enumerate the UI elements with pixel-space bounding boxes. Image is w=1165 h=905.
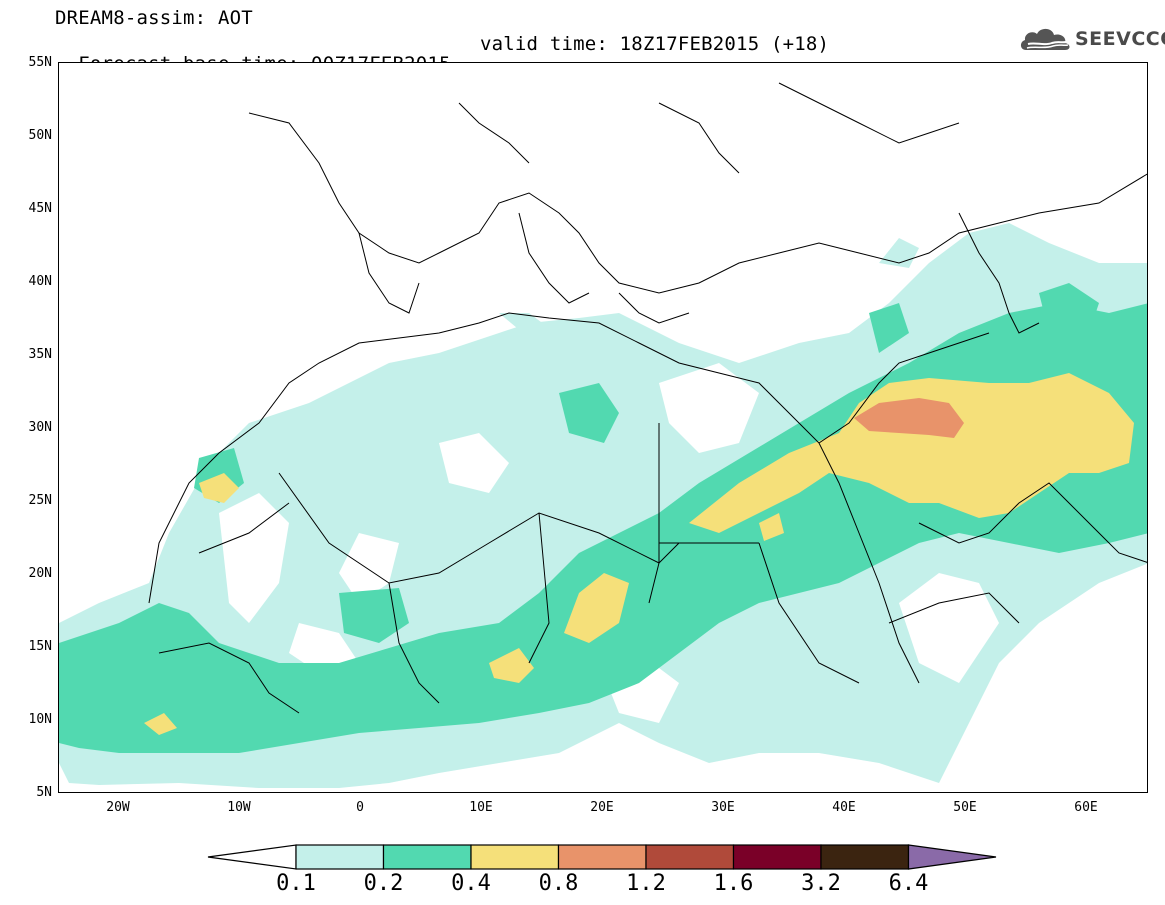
colorbar-label: 3.2 bbox=[801, 871, 841, 896]
lon-label: 40E bbox=[832, 800, 856, 815]
lat-label: 45N bbox=[28, 201, 52, 216]
aot-band-0.8 bbox=[854, 398, 964, 438]
cloud-icon bbox=[1020, 28, 1070, 50]
colorbar-label: 0.4 bbox=[451, 871, 491, 896]
colorbar-swatch bbox=[645, 844, 735, 870]
valid-time-text: valid time: 18Z17FEB2015 (+18) bbox=[480, 33, 830, 55]
lon-label: 10E bbox=[469, 800, 493, 815]
lon-label: 30E bbox=[711, 800, 735, 815]
map-title: DREAM8-assim: AOT bbox=[55, 7, 253, 29]
colorbar-swatch bbox=[470, 844, 560, 870]
colorbar-swatch bbox=[295, 844, 385, 870]
aot-field bbox=[59, 82, 1147, 788]
lon-label: 0 bbox=[356, 800, 364, 815]
colorbar-swatch bbox=[557, 844, 647, 870]
lon-label: 20E bbox=[590, 800, 614, 815]
colorbar-label: 6.4 bbox=[888, 871, 929, 896]
lon-label: 20W bbox=[106, 800, 130, 815]
lat-label: 50N bbox=[28, 128, 52, 143]
lat-label: 35N bbox=[28, 347, 52, 362]
colorbar-low-arrow bbox=[207, 844, 297, 870]
lon-label: 50E bbox=[953, 800, 977, 815]
lon-label: 10W bbox=[227, 800, 251, 815]
lat-label: 20N bbox=[28, 566, 52, 581]
colorbar-swatch bbox=[382, 844, 472, 870]
lat-label: 40N bbox=[28, 274, 52, 289]
lat-label: 10N bbox=[28, 712, 52, 727]
aot-band-0.4 bbox=[144, 373, 1134, 735]
colorbar-label: 1.6 bbox=[713, 871, 754, 896]
colorbar-label: 0.2 bbox=[363, 871, 404, 896]
colorbar-label: 0.1 bbox=[276, 871, 316, 896]
lat-label: 5N bbox=[36, 785, 52, 800]
lat-label: 15N bbox=[28, 639, 52, 654]
colorbar-label: 0.8 bbox=[538, 871, 579, 896]
colorbar-high-arrow bbox=[907, 844, 997, 870]
lat-label: 55N bbox=[28, 55, 52, 70]
colorbar-swatch bbox=[820, 844, 910, 870]
map-panel bbox=[58, 62, 1148, 793]
logo-text: SEEVCCC bbox=[1075, 28, 1165, 50]
seevccc-logo: SEEVCCC bbox=[1018, 24, 1165, 56]
lon-label: 60E bbox=[1074, 800, 1098, 815]
lat-label: 30N bbox=[28, 420, 52, 435]
colorbar-swatch bbox=[732, 844, 822, 870]
colorbar-label: 1.2 bbox=[626, 871, 666, 896]
coastlines-borders bbox=[148, 82, 1147, 714]
lat-label: 25N bbox=[28, 493, 52, 508]
